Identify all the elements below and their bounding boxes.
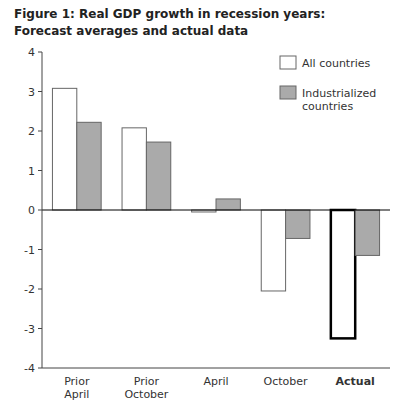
bar: [216, 199, 240, 210]
y-tick: [38, 91, 42, 92]
y-tick: [38, 249, 42, 250]
bar: [355, 210, 379, 255]
y-tick-label: -2: [24, 283, 35, 296]
bar: [52, 88, 76, 210]
bar: [122, 128, 146, 210]
x-axis: [42, 368, 390, 369]
y-tick-label: -4: [24, 362, 35, 375]
x-tick-label: October: [264, 375, 308, 388]
x-tick-label: April: [203, 375, 228, 388]
y-tick-label: 1: [28, 165, 35, 178]
bar: [146, 142, 170, 210]
title: Figure 1: Real GDP growth in recession y…: [14, 7, 325, 21]
y-tick: [38, 328, 42, 329]
bar: [77, 122, 101, 210]
y-tick-label: 0: [28, 204, 35, 217]
chart: Figure 1: Real GDP growth in recession y…: [0, 0, 400, 418]
y-tick: [38, 210, 42, 211]
y-tick: [38, 289, 42, 290]
x-tick-label: PriorApril: [64, 375, 90, 401]
y-tick-label: 3: [28, 86, 35, 99]
y-tick-label: 2: [28, 125, 35, 138]
subtitle: Forecast averages and actual data: [14, 24, 248, 38]
y-axis: [42, 52, 43, 368]
y-tick-label: 4: [28, 46, 35, 59]
y-tick: [38, 368, 42, 369]
bar: [331, 210, 355, 338]
y-tick: [38, 131, 42, 132]
legend-label: All countries: [302, 57, 371, 70]
x-tick-label: PriorOctober: [124, 375, 168, 401]
legend-swatch: [280, 86, 296, 99]
x-tick-label: Actual: [336, 375, 375, 388]
y-tick: [38, 170, 42, 171]
y-tick-label: -1: [24, 244, 35, 257]
bar: [261, 210, 285, 291]
legend-label: Industrializedcountries: [302, 87, 376, 113]
bar: [286, 210, 310, 238]
zero-line: [42, 210, 390, 211]
y-tick-label: -3: [24, 323, 35, 336]
bars: [52, 88, 379, 338]
legend-swatch: [280, 56, 296, 69]
y-tick: [38, 52, 42, 53]
